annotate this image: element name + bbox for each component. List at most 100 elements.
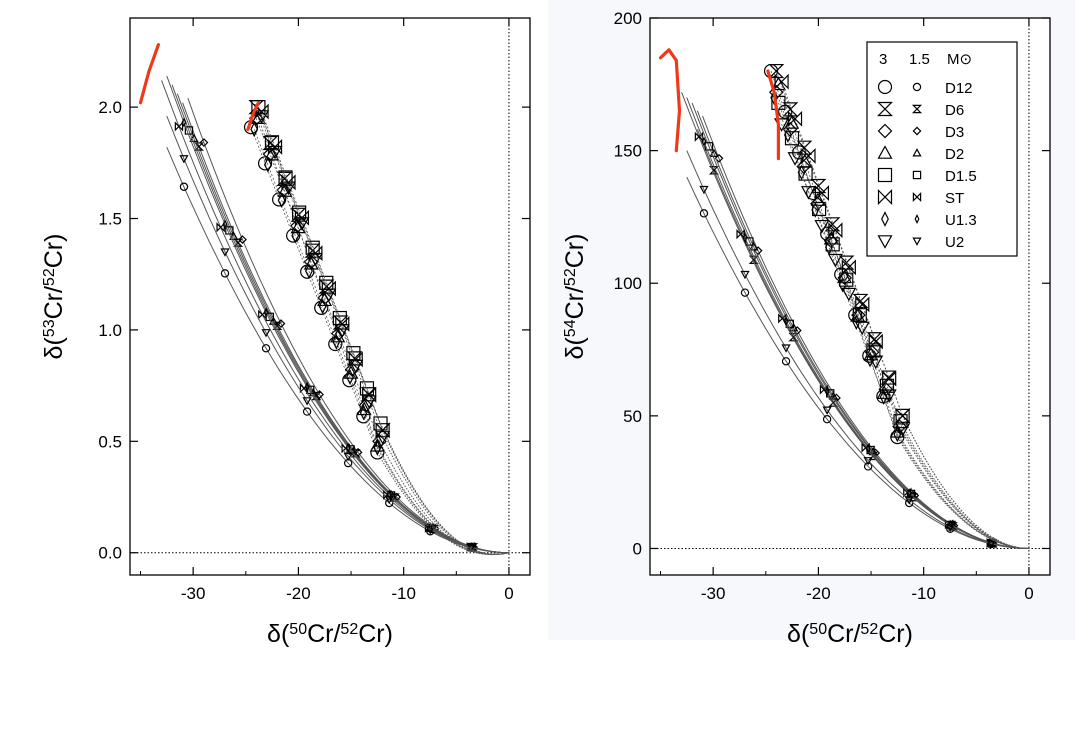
legend-marker-3-D1.5	[877, 167, 893, 183]
marker-1.5-U2	[986, 540, 996, 549]
curve-3-D6	[255, 106, 384, 431]
y-axis-title: δ(54Cr/52Cr)	[561, 234, 589, 360]
marker-3-ST	[882, 370, 897, 387]
legend-marker-3-D6	[877, 101, 893, 117]
marker-1.5-U2	[822, 406, 832, 415]
marker-3-U2	[307, 252, 323, 267]
marker-3-U2	[375, 431, 391, 445]
red-track-1	[766, 69, 780, 161]
marker-1.5-U1.3	[947, 519, 953, 530]
marker-3-ST	[294, 209, 310, 226]
marker-1.5-U2	[425, 526, 435, 535]
marker-3-D3	[358, 398, 374, 413]
marker-1.5-ST	[216, 222, 225, 233]
marker-3-ST	[814, 185, 830, 202]
x-tick-label: 0	[1024, 584, 1033, 603]
marker-3-ST	[281, 174, 296, 191]
marker-3-D6	[782, 102, 799, 117]
x-tick-label: -10	[391, 584, 416, 603]
curve-3-tail-U1.3	[376, 447, 509, 556]
marker-1.5-U1.3	[345, 442, 351, 453]
marker-1.5-D6	[748, 255, 759, 264]
marker-1.5-ST	[736, 229, 745, 240]
y-tick-label: 0.0	[98, 544, 122, 563]
legend-marker-1.5-D2	[912, 148, 922, 157]
marker-1.5-D6	[708, 166, 719, 175]
marker-3-ST	[828, 222, 843, 239]
legend-marker-3-D12	[877, 79, 893, 95]
marker-3-D1.5	[839, 272, 854, 287]
marker-3-U1.3	[359, 404, 368, 421]
marker-3-U2	[254, 110, 270, 124]
curve-3-tail-D3	[899, 426, 1029, 549]
x-tick-label: -30	[181, 584, 206, 603]
marker-3-D1.5	[359, 381, 375, 396]
marker-1.5-U2	[179, 155, 189, 164]
legend-marker-3-U1.3	[881, 211, 889, 227]
marker-3-D1.5	[825, 237, 840, 252]
legend-marker-1.5-D6	[911, 104, 923, 114]
marker-3-ST	[254, 103, 269, 120]
legend-marker-1.5-D12	[912, 82, 922, 92]
marker-1.5-D3	[199, 138, 209, 147]
marker-1.5-D3	[315, 390, 324, 399]
marker-3-D6	[838, 255, 855, 270]
marker-1.5-U1.3	[865, 443, 871, 454]
curve-3-tail-D12	[896, 436, 1029, 549]
x-tick-label: -30	[701, 584, 726, 603]
marker-1.5-U1.3	[742, 232, 748, 243]
legend-marker-1.5-U1.3	[914, 214, 920, 224]
marker-3-U1.3	[346, 369, 354, 386]
legend-label-D12: D12	[945, 80, 973, 97]
marker-3-U1.3	[318, 298, 327, 315]
marker-1.5-D3	[714, 153, 724, 163]
marker-1.5-U2	[261, 329, 271, 338]
right-panel: -30 -20 -10 0 0 50 100 150 200 δ(50Cr/52Cr) δ(54Cr…	[561, 9, 1051, 648]
red-track-1	[246, 101, 260, 131]
curve-3-tail-ST	[902, 415, 1029, 549]
legend-marker-3-ST	[877, 189, 893, 205]
marker-3-D1.5	[278, 170, 293, 185]
marker-3-ST	[855, 296, 870, 313]
y-tick-label: 50	[623, 407, 642, 426]
x-tick-label: -20	[286, 584, 311, 603]
legend-label-D1.5: D1.5	[945, 168, 977, 185]
marker-3-ST	[321, 280, 336, 297]
y-tick-label: 100	[614, 274, 642, 293]
y-tick-label: 0.5	[98, 432, 122, 451]
marker-3-U2	[280, 181, 296, 196]
marker-1.5-D12	[261, 344, 271, 353]
red-track-0	[658, 48, 682, 153]
legend-label-ST: ST	[945, 190, 964, 207]
y-axis-title: δ(53Cr/52Cr)	[40, 234, 68, 360]
marker-1.5-U1.3	[304, 381, 310, 392]
marker-3-U1.3	[893, 426, 902, 443]
x-tick-label: 0	[504, 584, 513, 603]
marker-1.5-D12	[863, 462, 873, 471]
marker-3-U2	[361, 395, 377, 409]
marker-3-U1.3	[291, 227, 300, 244]
legend-marker-1.5-D3	[912, 126, 922, 136]
legend-marker-3-U2	[877, 235, 893, 249]
marker-3-U1.3	[811, 202, 820, 218]
marker-3-ST	[774, 73, 789, 90]
marker-1.5-U1.3	[824, 386, 830, 397]
marker-1.5-U2	[302, 397, 312, 406]
legend-header: 1.5	[909, 51, 930, 68]
marker-3-D2	[290, 219, 306, 234]
left-panel: -30 -20 -10 0 0.0 0.5 1.0 1.5 2.0 δ(50Cr/52Cr) δ(5…	[40, 17, 531, 648]
marker-3-U2	[334, 324, 350, 338]
marker-3-U1.3	[332, 333, 341, 350]
marker-3-U2	[827, 253, 843, 268]
marker-3-D1.5	[879, 378, 895, 393]
marker-1.5-U2	[384, 495, 394, 505]
y-tick-label: 1.5	[98, 210, 122, 229]
marker-1.5-D1.5	[184, 126, 194, 135]
marker-1.5-D3	[238, 235, 247, 245]
y-tick-label: 1.0	[98, 321, 122, 340]
marker-1.5-U1.3	[701, 136, 707, 147]
marker-1.5-D12	[822, 415, 832, 424]
marker-1.5-U2	[466, 543, 476, 553]
marker-1.5-D12	[179, 182, 189, 191]
